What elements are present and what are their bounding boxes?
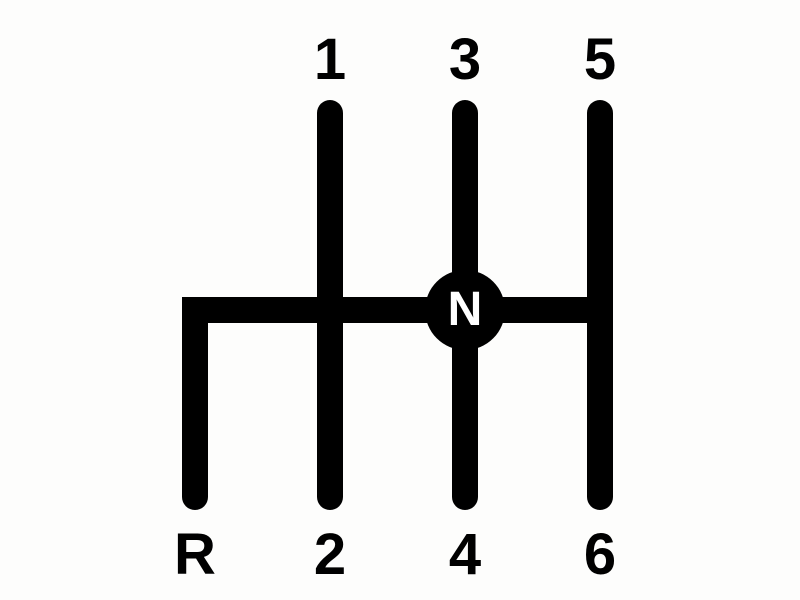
gear-label-4: 4 <box>449 526 481 584</box>
gate-line-top-3 <box>587 100 613 323</box>
gear-label-6: 6 <box>584 526 616 584</box>
gate-line-bottom-0 <box>182 297 208 510</box>
neutral-label: N <box>448 286 483 334</box>
gate-line-bottom-3 <box>587 297 613 510</box>
gear-label-1: 1 <box>314 31 346 89</box>
gear-label-2: 2 <box>314 526 346 584</box>
gate-line-top-1 <box>317 100 343 323</box>
gear-shift-diagram: R 1 2 3 4 5 6 N <box>0 0 800 600</box>
gear-label-3: 3 <box>449 31 481 89</box>
gear-label-R: R <box>174 526 216 584</box>
gear-label-5: 5 <box>584 31 616 89</box>
crossbar <box>182 297 613 323</box>
gate-line-bottom-1 <box>317 297 343 510</box>
